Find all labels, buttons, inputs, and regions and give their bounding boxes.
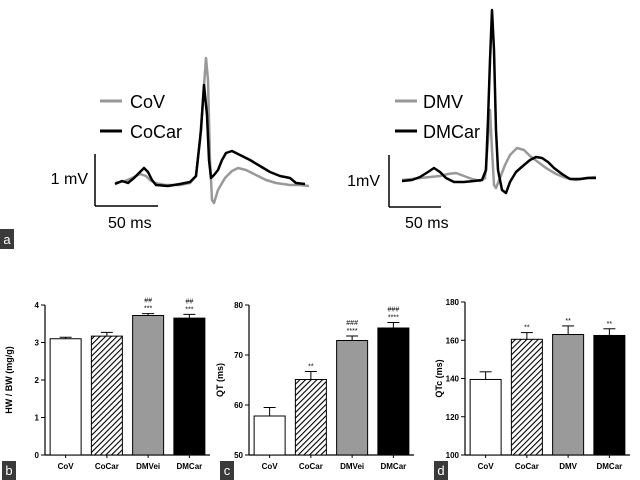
y-tick-label: 3 [35, 339, 40, 348]
significance-stars: ** [524, 325, 530, 332]
panel-a: CoV CoCar 1 mV 50 ms DMV DMCar 1mV 50 ms… [0, 8, 597, 249]
x-tick-label: DMVei [136, 462, 160, 471]
ecg-trace-cov [114, 56, 310, 205]
scale-label-ms-right: 50 ms [405, 215, 449, 232]
x-tick-label: DMCar [176, 462, 202, 471]
y-tick-label: 80 [234, 301, 243, 310]
panel-label-c: c [224, 463, 231, 478]
x-tick-label: DMVei [340, 462, 364, 471]
y-tick-label: 160 [446, 336, 460, 345]
bar-DMV [552, 334, 585, 456]
bar-CoV [49, 338, 82, 456]
panel-label-a: a [3, 232, 11, 247]
significance-stars: ** [607, 321, 613, 328]
bar-DMCar [377, 327, 410, 456]
x-tick-label: CoV [262, 462, 279, 471]
y-axis-label: HW / BW (mg/g) [4, 346, 14, 413]
y-axis-label: QT (ms) [215, 363, 225, 397]
bar-CoCar [510, 338, 543, 456]
x-tick-label: DMCar [596, 462, 622, 471]
bar-CoCar [294, 379, 327, 456]
panel-label-box-b [2, 461, 16, 480]
x-tick-label: CoCar [299, 462, 323, 471]
ecg-trace-cocar [114, 83, 306, 188]
significance-stars: *** [144, 306, 152, 313]
y-tick-label: 180 [446, 298, 460, 307]
y-tick-label: 60 [234, 401, 243, 410]
scale-label-mv-right: 1mV [347, 173, 380, 190]
y-tick-label: 140 [446, 375, 460, 384]
significance-stars: *** [185, 306, 193, 313]
panel-label-box-d [434, 461, 448, 480]
panel-label-box-c [220, 461, 234, 480]
scale-label-mv-left: 1 mV [51, 171, 89, 188]
ecg-trace-dmcar [401, 8, 596, 195]
legend-label-dmv: DMV [423, 92, 463, 112]
x-tick-label: CoCar [515, 462, 539, 471]
bar-DMVei [336, 340, 369, 456]
significance-hashes: ### [346, 320, 358, 327]
bar-DMVei [132, 315, 165, 456]
y-tick-label: 70 [234, 351, 243, 360]
bar-CoV [469, 378, 502, 456]
y-tick-label: 4 [35, 301, 40, 310]
bar-CoV [253, 415, 286, 456]
y-tick-label: 100 [446, 451, 460, 460]
x-tick-label: DMCar [380, 462, 406, 471]
significance-stars: **** [347, 328, 358, 335]
x-tick-label: CoV [58, 462, 75, 471]
y-tick-label: 0 [35, 451, 40, 460]
legend-label-dmcar: DMCar [423, 122, 480, 142]
significance-hashes: ## [144, 298, 152, 305]
x-tick-label: CoV [478, 462, 495, 471]
bar-DMCar [173, 317, 206, 456]
bar-DMCar [593, 334, 626, 456]
significance-hashes: ### [388, 307, 400, 314]
significance-stars: **** [388, 315, 399, 322]
significance-stars: ** [565, 318, 571, 325]
significance-stars: ** [308, 364, 314, 371]
significance-hashes: ## [185, 298, 193, 305]
x-tick-label: DMV [559, 462, 577, 471]
x-tick-label: CoCar [95, 462, 119, 471]
panel-d: 100 120 140 160 180 QTc (ms) CoV ** CoCar ** DMV **… [434, 298, 630, 471]
legend-label-cov: CoV [130, 92, 165, 112]
y-axis-label: QTc (ms) [434, 359, 444, 397]
y-tick-label: 50 [234, 451, 243, 460]
y-tick-label: 2 [35, 376, 40, 385]
ecg-trace-dmv [401, 108, 597, 190]
panel-label-box-a [0, 229, 14, 249]
panel-label-d: d [437, 463, 444, 478]
legend-label-cocar: CoCar [130, 122, 182, 142]
y-tick-label: 120 [446, 413, 460, 422]
scale-label-ms-left: 50 ms [108, 215, 152, 232]
panel-label-b: b [5, 463, 12, 478]
y-tick-label: 1 [35, 414, 40, 423]
bar-CoCar [90, 335, 123, 456]
